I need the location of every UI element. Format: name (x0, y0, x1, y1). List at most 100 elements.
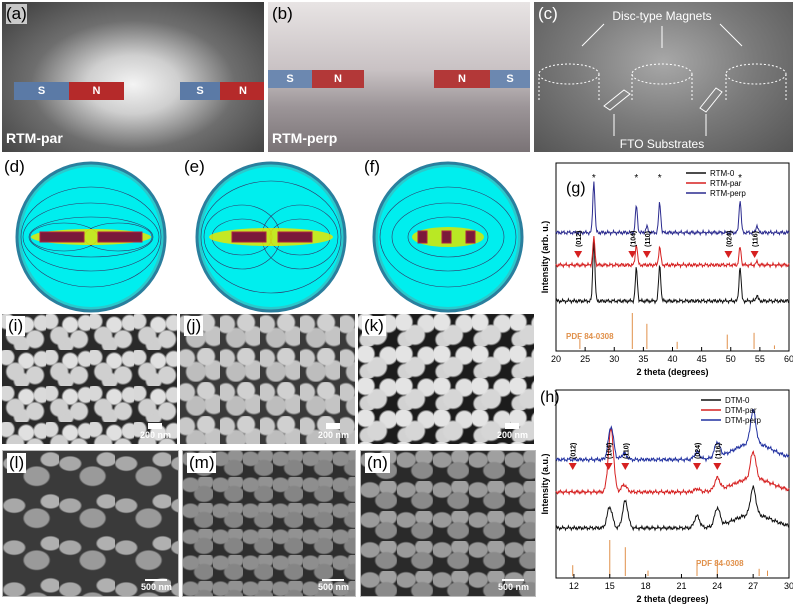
legend-entry: DTM-perp (725, 416, 762, 425)
scale-text: 500 nm (317, 582, 349, 592)
sem-image-l: (l) 500 nm (2, 450, 179, 597)
scale-text: 200 nm (317, 430, 349, 440)
x-tick-label: 50 (726, 354, 736, 364)
x-tick-label: 24 (712, 581, 722, 591)
xrd-chart-h: PDF 84-0308 (012) (104) (110) (024) (116) 12 15… (540, 389, 793, 604)
x-axis-label: 2 theta (degrees) (636, 594, 708, 604)
panel-label: (h) (540, 389, 560, 406)
substrates-label: FTO Substrates (620, 137, 704, 151)
magnet-right: N S (434, 70, 530, 88)
reference-label: PDF 84-0308 (566, 332, 614, 341)
panel-label: (i) (6, 316, 26, 336)
panel-label: (f) (364, 157, 381, 176)
peak-marker (642, 251, 651, 258)
magnet-left: S N (14, 82, 124, 100)
peak-marker (692, 463, 701, 470)
legend-entry: DTM-par (725, 406, 757, 415)
plot-frame (555, 162, 790, 352)
sem-image-k: (k) 200 nm (358, 314, 534, 444)
series-line-rtm-0 (555, 241, 790, 305)
y-axis-label: Intensity (a.u.) (540, 453, 550, 514)
x-tick-label: 60 (784, 354, 793, 364)
peak-marker (713, 463, 722, 470)
x-tick-label: 40 (667, 354, 677, 364)
scale-bar: 500 nm (141, 579, 172, 592)
series-line-dtm-0 (555, 485, 790, 532)
peak-label: (024) (695, 443, 702, 459)
series-line-rtm-par (555, 235, 790, 269)
panel-label: (k) (362, 316, 386, 336)
sem-image-m: (m) 500 nm (182, 450, 356, 597)
x-tick-label: 27 (748, 581, 758, 591)
peak-label: (116) (715, 443, 722, 459)
photo-caption: RTM-par (6, 130, 63, 146)
plot-frame (555, 389, 790, 579)
peak-label: (104) (607, 443, 614, 459)
panel-label: (c) (538, 4, 558, 23)
peak-label: (116) (753, 231, 760, 247)
peak-label: (012) (576, 231, 583, 247)
magnet-s-pole: S (180, 82, 220, 100)
x-axis-label: 2 theta (degrees) (636, 367, 708, 377)
panel-label: (e) (184, 157, 205, 176)
x-tick-label: 45 (697, 354, 707, 364)
sem-image-j: (j) 200 nm (180, 314, 355, 444)
peak-label: (024) (726, 231, 733, 247)
panel-d-field-sim (15, 161, 167, 313)
sem-image-i: (i) 200 nm (2, 314, 177, 444)
scale-bar: 500 nm (318, 579, 349, 592)
panel-label: (a) (6, 4, 27, 24)
panel-label: (n) (365, 453, 390, 473)
x-tick-label: 12 (569, 581, 579, 591)
magnet-n-pole: N (434, 70, 490, 88)
magnet-n-pole: N (69, 82, 124, 100)
panel-label: (j) (184, 316, 204, 336)
scale-text: 200 nm (496, 430, 528, 440)
x-tick-label: 30 (609, 354, 619, 364)
panel-f-field-sim (372, 161, 524, 313)
legend-entry: RTM-0 (710, 169, 735, 178)
magnet-n-pole: N (220, 82, 264, 100)
magnet-s-pole: S (14, 82, 69, 100)
star-marker: * (592, 173, 596, 184)
panel-label: (g) (566, 180, 586, 197)
magnet-schematic: Disc-type Magnets FTO Substrates (538, 9, 787, 151)
peak-label: (110) (623, 443, 630, 459)
magnet-s-pole: S (490, 70, 530, 88)
magnet-n-pole: N (312, 70, 364, 88)
x-tick-label: 25 (580, 354, 590, 364)
peak-marker (750, 251, 759, 258)
grain-texture (180, 314, 355, 444)
panel-label: (b) (272, 4, 293, 23)
peak-marker (604, 463, 613, 470)
peak-marker (628, 251, 637, 258)
grain-texture (183, 451, 355, 596)
peak-marker (724, 251, 733, 258)
panel-label: (l) (7, 453, 27, 473)
peak-marker (574, 251, 583, 258)
star-marker: * (634, 173, 638, 184)
magnets-label: Disc-type Magnets (612, 9, 711, 23)
panel-c-schematic: Disc-type Magnets FTO Substrates (c) (534, 2, 793, 152)
x-tick-label: 35 (638, 354, 648, 364)
x-tick-label: 18 (641, 581, 651, 591)
x-tick-label: 55 (755, 354, 765, 364)
magnet-s-pole: S (268, 70, 312, 88)
panel-label: (d) (4, 157, 25, 176)
y-axis-label: Intensity (arb. u.) (540, 221, 550, 294)
grain-texture (358, 314, 534, 444)
scale-bar: 200 nm (318, 423, 349, 440)
x-tick-label: 30 (784, 581, 793, 591)
panel-a-photo: S N S N (a) RTM-par (2, 2, 264, 152)
star-marker: * (738, 173, 742, 184)
peak-marker (621, 463, 630, 470)
panel-label: (m) (187, 453, 217, 473)
peak-marker (568, 463, 577, 470)
magnet-left: S N (268, 70, 364, 88)
grain-texture (361, 451, 535, 596)
xrd-chart-g: PDF 84-0308 * * * * (012) (104) (110) (024) (116)… (540, 162, 793, 377)
photo-caption: RTM-perp (272, 130, 338, 146)
peak-label: (012) (571, 443, 578, 459)
scale-bar: 500 nm (498, 579, 529, 592)
star-marker: * (658, 173, 662, 184)
